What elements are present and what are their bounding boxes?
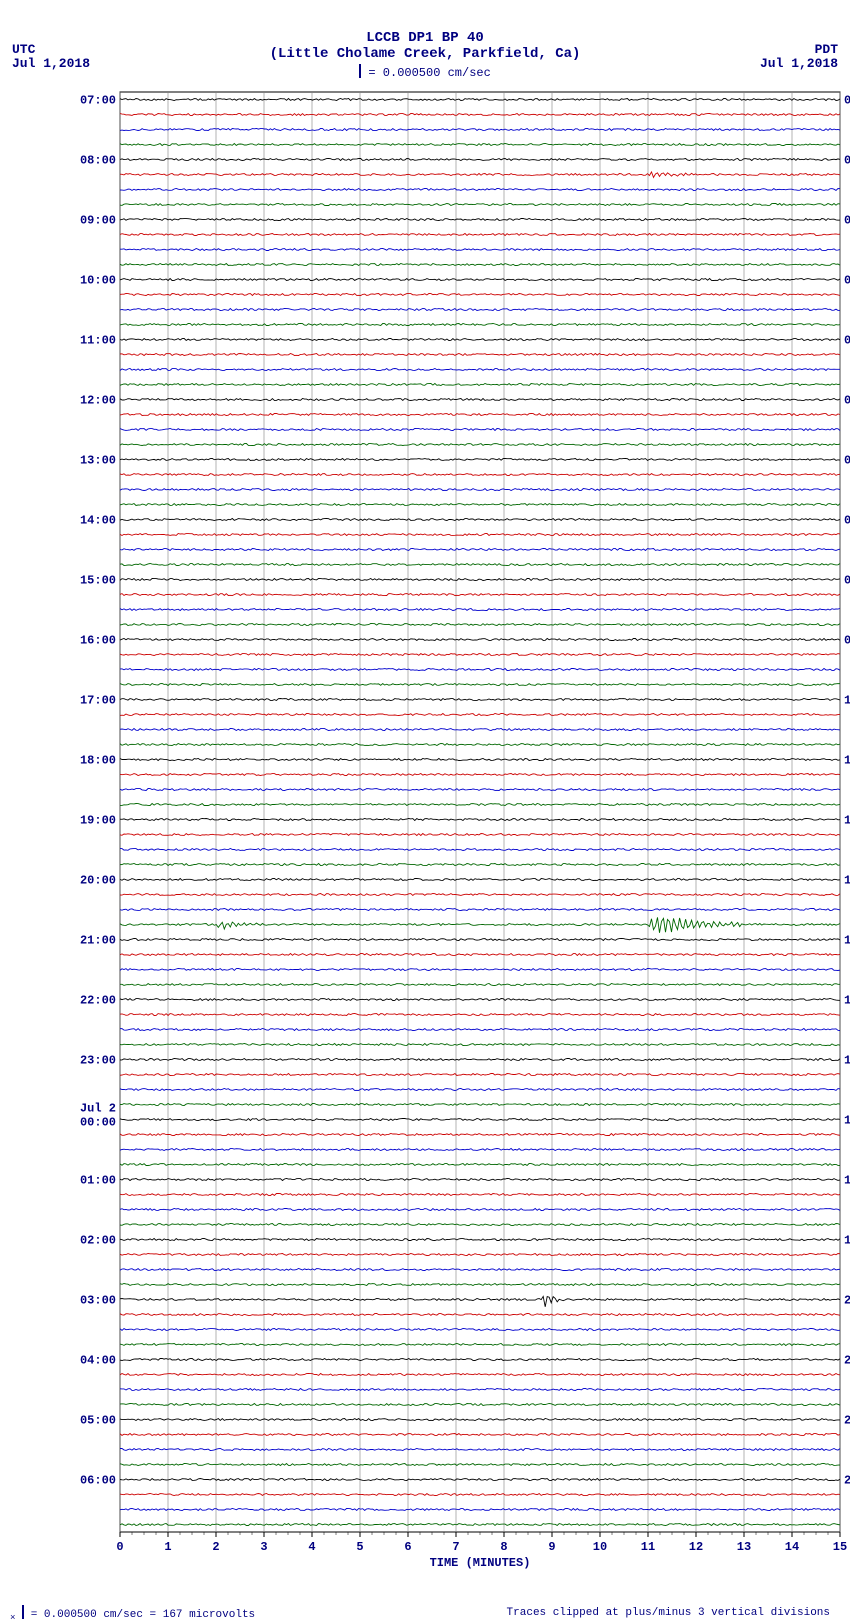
svg-text:11:15: 11:15 bbox=[844, 754, 850, 768]
svg-text:08:00: 08:00 bbox=[80, 154, 116, 168]
svg-text:00:00: 00:00 bbox=[80, 1116, 116, 1130]
tz-right-date: Jul 1,2018 bbox=[760, 56, 838, 71]
svg-text:04:00: 04:00 bbox=[80, 1354, 116, 1368]
svg-text:23:00: 23:00 bbox=[80, 1054, 116, 1068]
plot-area: 0123456789101112131415TIME (MINUTES)07:0… bbox=[60, 88, 780, 1548]
svg-text:07:00: 07:00 bbox=[80, 94, 116, 108]
svg-text:15: 15 bbox=[833, 1540, 847, 1554]
tz-right-name: PDT bbox=[815, 42, 838, 57]
station-title: LCCB DP1 BP 40 bbox=[0, 30, 850, 46]
svg-text:13:00: 13:00 bbox=[80, 454, 116, 468]
svg-text:Jul 2: Jul 2 bbox=[80, 1102, 116, 1116]
svg-text:11:00: 11:00 bbox=[80, 334, 116, 348]
svg-text:21:15: 21:15 bbox=[844, 1354, 850, 1368]
svg-text:09:15: 09:15 bbox=[844, 634, 850, 648]
svg-text:9: 9 bbox=[548, 1540, 555, 1554]
footer-scale: × = 0.000500 cm/sec = 167 microvolts bbox=[10, 1607, 255, 1623]
svg-text:09:00: 09:00 bbox=[80, 214, 116, 228]
svg-text:15:15: 15:15 bbox=[844, 994, 850, 1008]
footer-clip-note: Traces clipped at plus/minus 3 vertical … bbox=[507, 1607, 830, 1619]
svg-text:13:15: 13:15 bbox=[844, 874, 850, 888]
svg-text:17:15: 17:15 bbox=[844, 1114, 850, 1128]
svg-text:22:15: 22:15 bbox=[844, 1414, 850, 1428]
svg-text:16:00: 16:00 bbox=[80, 634, 116, 648]
svg-text:06:00: 06:00 bbox=[80, 1474, 116, 1488]
header: LCCB DP1 BP 40 (Little Cholame Creek, Pa… bbox=[0, 0, 850, 80]
svg-text:14: 14 bbox=[785, 1540, 799, 1554]
svg-text:07:15: 07:15 bbox=[844, 514, 850, 528]
svg-text:08:15: 08:15 bbox=[844, 574, 850, 588]
svg-text:5: 5 bbox=[356, 1540, 363, 1554]
svg-text:01:00: 01:00 bbox=[80, 1174, 116, 1188]
svg-text:0: 0 bbox=[116, 1540, 123, 1554]
svg-text:10:15: 10:15 bbox=[844, 694, 850, 708]
svg-text:18:00: 18:00 bbox=[80, 754, 116, 768]
svg-text:05:00: 05:00 bbox=[80, 1414, 116, 1428]
svg-text:12:00: 12:00 bbox=[80, 394, 116, 408]
svg-text:06:15: 06:15 bbox=[844, 454, 850, 468]
svg-text:16:15: 16:15 bbox=[844, 1054, 850, 1068]
svg-text:14:15: 14:15 bbox=[844, 934, 850, 948]
svg-text:01:15: 01:15 bbox=[844, 154, 850, 168]
svg-text:10: 10 bbox=[593, 1540, 607, 1554]
svg-text:6: 6 bbox=[404, 1540, 411, 1554]
tz-left-date: Jul 1,2018 bbox=[12, 56, 90, 71]
svg-text:19:15: 19:15 bbox=[844, 1234, 850, 1248]
svg-text:15:00: 15:00 bbox=[80, 574, 116, 588]
station-subtitle: (Little Cholame Creek, Parkfield, Ca) bbox=[0, 46, 850, 62]
svg-text:18:15: 18:15 bbox=[844, 1174, 850, 1188]
svg-text:00:15: 00:15 bbox=[844, 94, 850, 108]
svg-text:8: 8 bbox=[500, 1540, 507, 1554]
svg-text:02:15: 02:15 bbox=[844, 214, 850, 228]
svg-text:03:00: 03:00 bbox=[80, 1294, 116, 1308]
svg-text:10:00: 10:00 bbox=[80, 274, 116, 288]
svg-text:21:00: 21:00 bbox=[80, 934, 116, 948]
svg-text:02:00: 02:00 bbox=[80, 1234, 116, 1248]
svg-text:4: 4 bbox=[308, 1540, 315, 1554]
svg-text:11: 11 bbox=[641, 1540, 655, 1554]
svg-text:1: 1 bbox=[164, 1540, 171, 1554]
svg-text:22:00: 22:00 bbox=[80, 994, 116, 1008]
svg-text:14:00: 14:00 bbox=[80, 514, 116, 528]
svg-text:3: 3 bbox=[260, 1540, 267, 1554]
svg-text:03:15: 03:15 bbox=[844, 274, 850, 288]
svg-text:20:15: 20:15 bbox=[844, 1294, 850, 1308]
svg-text:17:00: 17:00 bbox=[80, 694, 116, 708]
svg-text:12:15: 12:15 bbox=[844, 814, 850, 828]
scale-bar-icon bbox=[359, 64, 361, 78]
svg-text:20:00: 20:00 bbox=[80, 874, 116, 888]
svg-text:19:00: 19:00 bbox=[80, 814, 116, 828]
svg-text:13: 13 bbox=[737, 1540, 751, 1554]
scale-indicator: = 0.000500 cm/sec bbox=[0, 66, 850, 80]
svg-text:2: 2 bbox=[212, 1540, 219, 1554]
svg-text:12: 12 bbox=[689, 1540, 703, 1554]
scale-bar-icon bbox=[22, 1605, 24, 1619]
seismogram-container: UTC Jul 1,2018 PDT Jul 1,2018 LCCB DP1 B… bbox=[0, 0, 850, 1613]
svg-text:04:15: 04:15 bbox=[844, 334, 850, 348]
tz-left-name: UTC bbox=[12, 42, 35, 57]
svg-text:7: 7 bbox=[452, 1540, 459, 1554]
svg-text:TIME (MINUTES): TIME (MINUTES) bbox=[430, 1556, 531, 1570]
seismogram-chart: 0123456789101112131415TIME (MINUTES)07:0… bbox=[60, 88, 850, 1572]
svg-text:05:15: 05:15 bbox=[844, 394, 850, 408]
svg-text:23:15: 23:15 bbox=[844, 1474, 850, 1488]
scale-text: = 0.000500 cm/sec bbox=[361, 66, 491, 80]
